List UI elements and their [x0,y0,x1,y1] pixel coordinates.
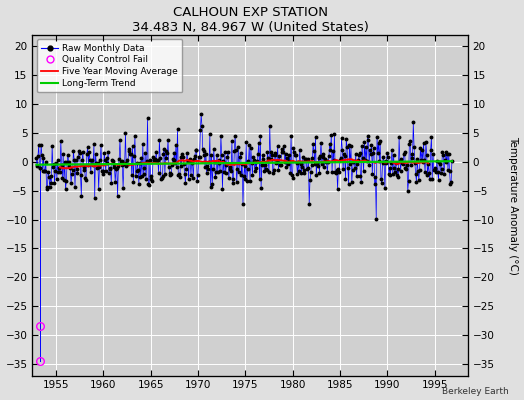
Title: CALHOUN EXP STATION
34.483 N, 84.967 W (United States): CALHOUN EXP STATION 34.483 N, 84.967 W (… [132,6,368,34]
Text: Berkeley Earth: Berkeley Earth [442,387,508,396]
Legend: Raw Monthly Data, Quality Control Fail, Five Year Moving Average, Long-Term Tren: Raw Monthly Data, Quality Control Fail, … [37,39,182,92]
Y-axis label: Temperature Anomaly (°C): Temperature Anomaly (°C) [508,136,518,274]
